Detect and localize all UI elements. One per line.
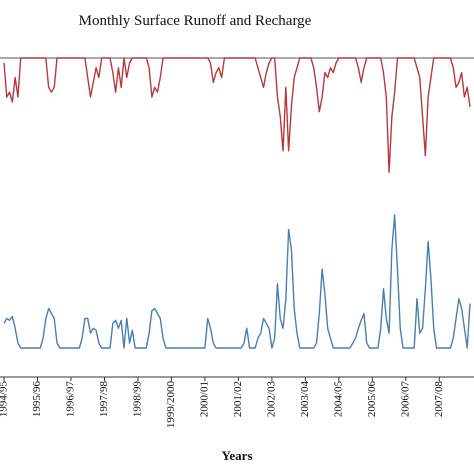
x-tick-label: 2001/02: [232, 381, 244, 417]
x-tick-label: 2006/07: [399, 381, 411, 418]
x-tick-label: 1994/95: [0, 381, 10, 418]
series-line: [3, 57, 471, 173]
x-tick-label: 2002/03: [265, 381, 277, 418]
x-tick-label: 1997/98: [98, 381, 110, 418]
chart-title: Monthly Surface Runoff and Recharge: [79, 13, 312, 29]
series-line: [3, 214, 471, 349]
x-tick-label: 2005/06: [366, 381, 378, 418]
x-tick-label: 2007/08: [433, 381, 445, 418]
x-tick-label: 2000/01: [198, 381, 210, 417]
x-tick-label: 1995/96: [31, 381, 43, 418]
x-tick-label: 2003/04: [299, 381, 311, 418]
x-tick-label: 2004/05: [332, 381, 344, 418]
x-tick-label: 1998/99: [131, 381, 143, 418]
x-tick-label: 1996/97: [65, 381, 77, 418]
x-tick-label: 1999/2000: [165, 381, 177, 429]
x-axis-label: Years: [221, 448, 252, 463]
